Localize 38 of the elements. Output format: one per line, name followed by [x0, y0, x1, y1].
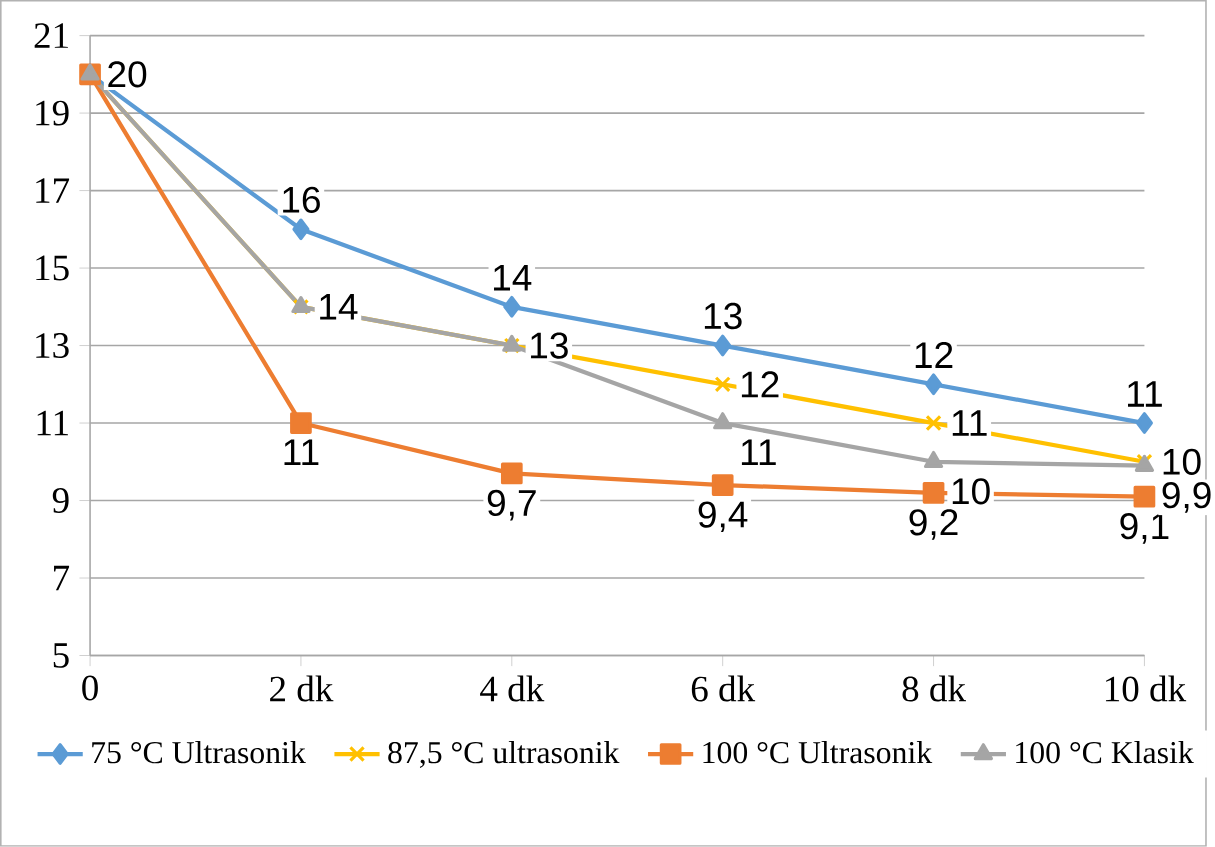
legend-label: 87,5 °C ultrasonik	[388, 741, 620, 769]
y-tick-label: 9	[52, 488, 69, 514]
legend-label: 100 °C Klasik	[1016, 741, 1194, 764]
x-tick-label: 2 dk	[270, 675, 334, 702]
data-label: 9,4	[698, 501, 748, 533]
data-label: 14	[494, 265, 532, 291]
x-tick-label: 0	[82, 675, 98, 701]
legend-label: 100 °C Ultrasonik	[703, 741, 933, 764]
y-tick-label: 11	[37, 410, 68, 436]
data-label: 10	[952, 478, 990, 505]
y-tick-label: 7	[54, 566, 70, 591]
y-tick-label: 17	[36, 178, 70, 203]
y-tick-label: 15	[36, 255, 69, 281]
data-label: 13	[531, 332, 568, 359]
data-label: 12	[915, 342, 953, 369]
y-tick-label: 13	[36, 333, 69, 359]
data-label: 20	[108, 61, 147, 88]
x-tick-label: 6 dk	[691, 675, 756, 702]
data-label: 11	[284, 439, 319, 466]
data-label: 14	[320, 294, 358, 320]
x-tick-label: 8 dk	[902, 675, 967, 702]
y-tick-label: 19	[36, 100, 69, 126]
data-label: 9,2	[909, 509, 958, 540]
data-label: 9,9	[1162, 482, 1211, 513]
x-tick-label: 10 dk	[1105, 675, 1187, 702]
data-label: 10	[1163, 448, 1201, 476]
legend-label: 75 °C Ultrasonik	[92, 741, 306, 764]
data-label: 11	[952, 410, 987, 436]
data-label: 11	[1128, 381, 1162, 407]
data-label: 16	[283, 186, 320, 214]
data-label: 9,7	[487, 489, 536, 521]
data-label: 9,1	[1120, 513, 1169, 544]
data-label: 13	[704, 303, 742, 330]
data-label: 12	[741, 371, 779, 398]
x-tick-label: 4 dk	[480, 675, 545, 702]
data-label: 11	[741, 439, 776, 466]
y-tick-label: 5	[53, 643, 69, 668]
y-tick-label: 21	[34, 23, 68, 49]
